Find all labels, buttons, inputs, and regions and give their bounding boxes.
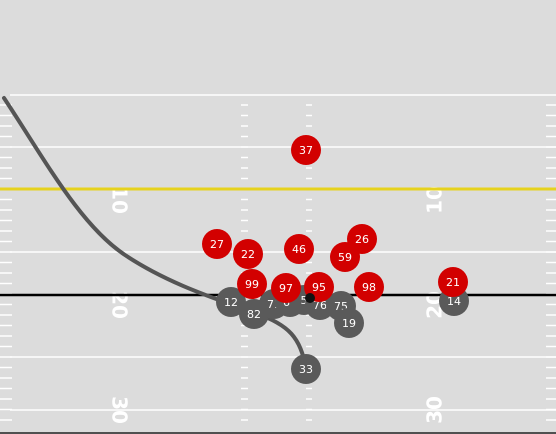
player-marker	[330, 242, 360, 272]
player-number: 98	[362, 281, 376, 294]
player-marker	[237, 269, 267, 299]
player-marker	[354, 272, 384, 302]
player-marker	[233, 239, 263, 269]
route-path	[2, 96, 308, 370]
yard-numbers: 10 20 30 10 20 30	[108, 186, 447, 424]
defense-player-37: 37	[291, 135, 321, 165]
defense-player-22: 22	[233, 239, 263, 269]
defense-player-46: 46	[284, 234, 314, 264]
player-number: 59	[338, 251, 352, 264]
player-number: 22	[241, 248, 255, 261]
player-number: 99	[245, 278, 259, 291]
player-marker	[334, 308, 364, 338]
player-number: 97	[279, 282, 293, 295]
player-number: 46	[292, 243, 306, 256]
player-number: 5	[301, 294, 308, 307]
player-number: 27	[210, 238, 224, 251]
defense-player-59: 59	[330, 242, 360, 272]
player-number: 33	[299, 363, 313, 376]
player-number: 19	[342, 317, 356, 330]
offense-player-33: 33	[291, 354, 321, 384]
yard-number-right-10: 10	[423, 186, 447, 214]
player-marker	[216, 287, 246, 317]
offense-player-12: 12	[216, 287, 246, 317]
player-number: 95	[312, 281, 326, 294]
yard-number-left-30: 30	[108, 396, 132, 424]
offense-player-19: 19	[334, 308, 364, 338]
player-number: 76	[313, 299, 327, 312]
player-number: 82	[247, 308, 261, 321]
defense-player-99: 99	[237, 269, 267, 299]
player-marker	[284, 234, 314, 264]
defense-player-98: 98	[354, 272, 384, 302]
yard-lines	[10, 94, 556, 411]
player-number: 14	[447, 295, 461, 308]
player-marker	[438, 267, 468, 297]
player-number: 26	[355, 233, 369, 246]
player-number: 21	[446, 276, 460, 289]
defense-player-21: 21	[438, 267, 468, 297]
player-marker	[202, 229, 232, 259]
player-number: 12	[224, 296, 238, 309]
football	[305, 293, 315, 303]
yard-number-left-10: 10	[108, 186, 132, 214]
yard-number-right-30: 30	[423, 396, 447, 424]
player-marker	[291, 354, 321, 384]
player-marker	[291, 135, 321, 165]
defense-player-97: 97	[271, 273, 301, 303]
defense-player-27: 27	[202, 229, 232, 259]
player-number: 37	[299, 144, 313, 157]
player-marker	[271, 273, 301, 303]
